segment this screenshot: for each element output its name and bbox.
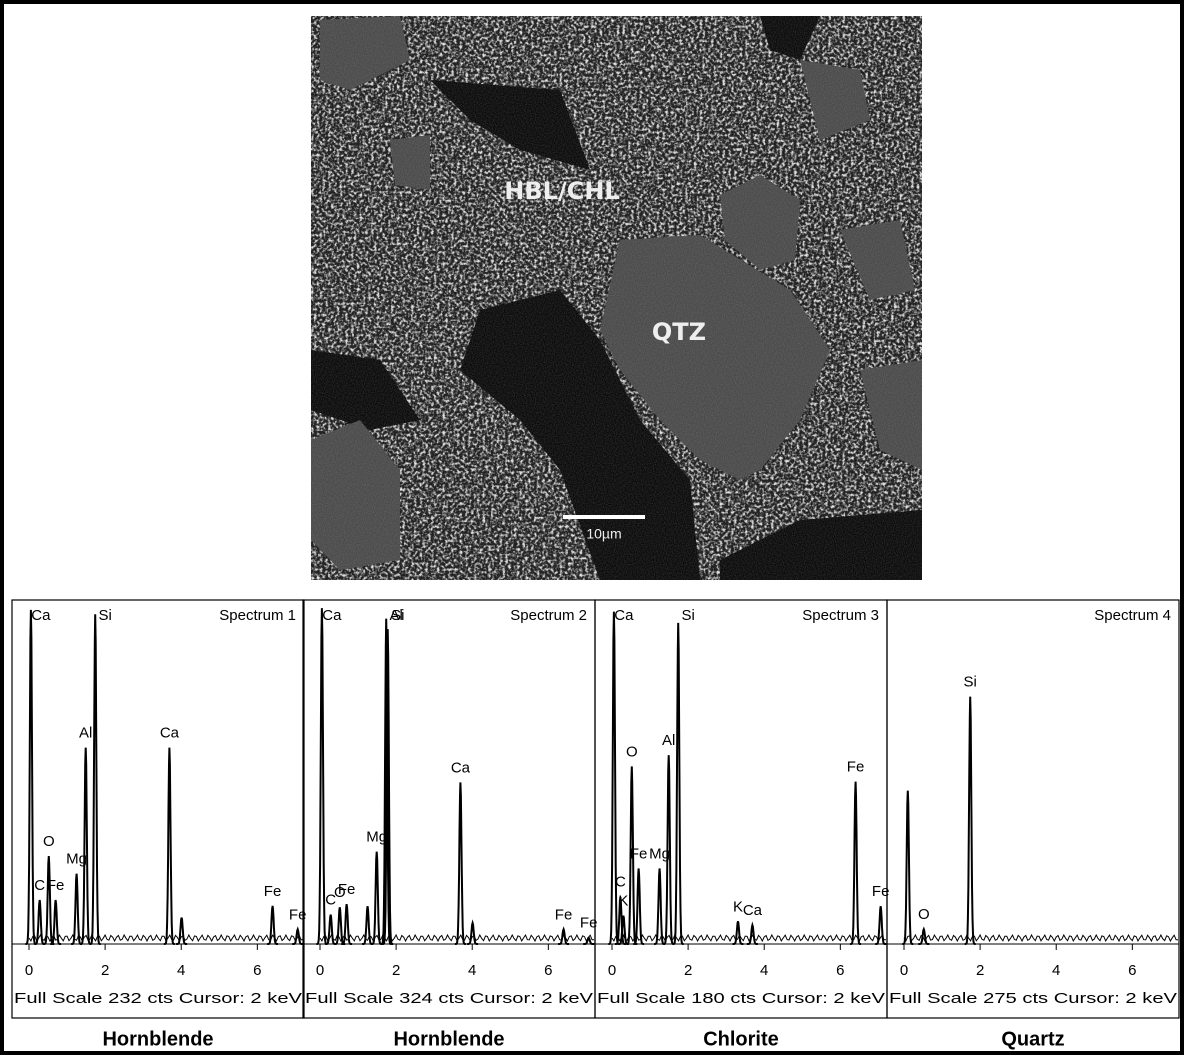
mineral-label: QTZ [652, 318, 706, 346]
x-tick-label: 2 [392, 962, 400, 979]
spectrum-caption: Hornblende [393, 1028, 504, 1050]
spectrum-title: Spectrum 1 [219, 607, 296, 624]
spectrum-footer: Full Scale 180 cts Cursor: 2 keV [597, 990, 885, 1007]
peak-label: Ca [31, 607, 51, 624]
peak-label: C [34, 877, 45, 894]
peak-label: Si [682, 607, 695, 624]
x-tick-label: 4 [1052, 962, 1060, 979]
peak-label: Fe [555, 906, 573, 923]
mineral-label: HBL/CHL [504, 177, 619, 205]
x-tick-label: 0 [316, 962, 324, 979]
spectrum-footer: Full Scale 275 cts Cursor: 2 keV [889, 990, 1177, 1007]
peak-label: O [43, 833, 55, 850]
peak-label: Si [964, 674, 977, 691]
peak-label: Fe [47, 877, 65, 894]
x-tick-label: 2 [684, 962, 692, 979]
spectrum-footer: Full Scale 324 cts Cursor: 2 keV [305, 990, 593, 1007]
spectrum-title: Spectrum 3 [802, 607, 879, 624]
peak-label: Fe [847, 759, 865, 776]
x-tick-label: 4 [177, 962, 185, 979]
peak-label: Ca [160, 725, 180, 742]
peak-label: Fe [630, 845, 648, 862]
peak-label: Ca [614, 607, 634, 624]
peak-label: O [918, 906, 930, 923]
peak-label: Ca [743, 902, 763, 919]
figure: HBL/CHL QTZ 10µm Spectrum 1 0 2 4 6 Full Scal… [0, 0, 1184, 1055]
x-tick-label: 2 [101, 962, 109, 979]
peak-label: K [618, 893, 628, 910]
peak-label: O [626, 743, 638, 760]
peak-label: Si [391, 607, 404, 624]
peak-label: Ca [322, 607, 342, 624]
x-tick-label: 0 [25, 962, 33, 979]
peak-label: Fe [289, 906, 307, 923]
x-tick-label: 4 [468, 962, 476, 979]
x-tick-label: 0 [900, 962, 908, 979]
spectrum-caption: Quartz [1001, 1028, 1064, 1050]
peak-label: Al [662, 732, 675, 749]
peak-label: Ca [451, 759, 471, 776]
spectrum-caption: Chlorite [703, 1028, 779, 1050]
sem-image [311, 16, 922, 580]
peak-label: Fe [338, 881, 356, 898]
x-tick-label: 2 [976, 962, 984, 979]
x-tick-label: 6 [836, 962, 844, 979]
x-tick-label: 6 [1128, 962, 1136, 979]
spectrum-footer: Full Scale 232 cts Cursor: 2 keV [14, 990, 302, 1007]
peak-label: Fe [264, 883, 282, 900]
peak-label: Si [99, 607, 112, 624]
peak-label: Al [79, 725, 92, 742]
peak-label: C [615, 874, 626, 891]
spectrum-title: Spectrum 4 [1094, 607, 1171, 624]
x-tick-label: 6 [253, 962, 261, 979]
x-tick-label: 0 [608, 962, 616, 979]
x-tick-label: 6 [544, 962, 552, 979]
peak-label: K [733, 898, 743, 915]
x-tick-label: 4 [760, 962, 768, 979]
spectrum-caption: Hornblende [102, 1028, 213, 1050]
spectrum-title: Spectrum 2 [510, 607, 587, 624]
scale-label: 10µm [586, 526, 621, 542]
